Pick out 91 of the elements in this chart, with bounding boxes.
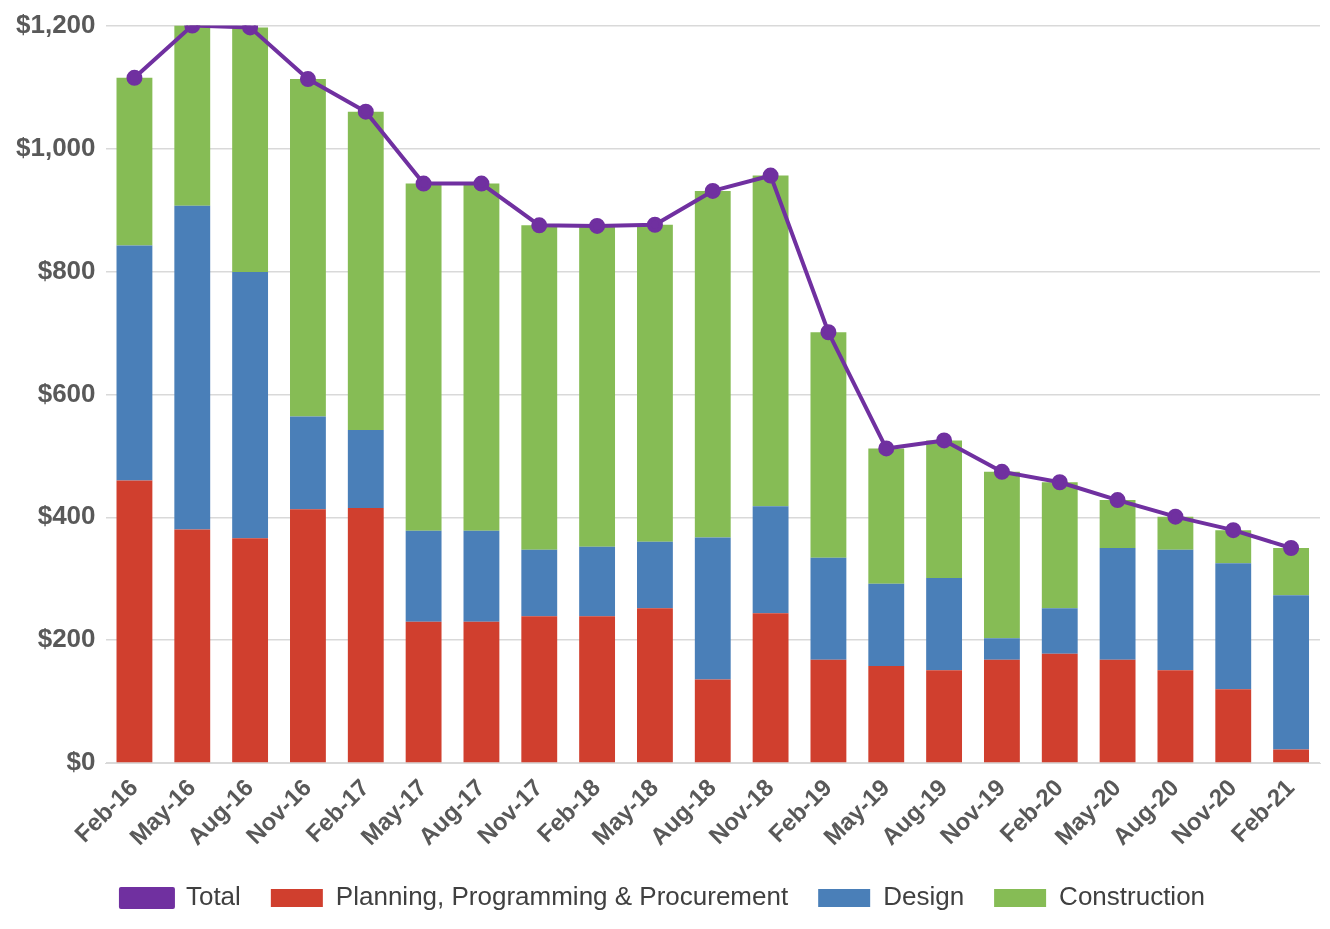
bar xyxy=(290,416,326,510)
bar xyxy=(232,538,269,763)
bar xyxy=(521,225,558,550)
point xyxy=(878,440,895,457)
bar xyxy=(868,665,905,763)
y-tick-label: $1,000 xyxy=(15,131,96,162)
bar xyxy=(1041,653,1078,763)
legend-label: Construction xyxy=(1059,881,1206,912)
point xyxy=(993,463,1010,480)
bar xyxy=(174,529,211,763)
point xyxy=(1051,474,1068,491)
point xyxy=(1225,522,1242,539)
point xyxy=(1167,508,1184,525)
bar xyxy=(694,679,731,763)
bar xyxy=(926,578,963,671)
point xyxy=(1109,492,1126,509)
y-tick-label: $200 xyxy=(37,623,96,654)
bar xyxy=(694,190,731,538)
y-tick-label: $600 xyxy=(37,377,96,408)
bar xyxy=(405,621,442,763)
bar xyxy=(1157,670,1194,763)
bar xyxy=(1215,563,1252,690)
y-tick-label: $0 xyxy=(66,746,96,777)
bar xyxy=(810,557,847,660)
bar xyxy=(694,537,731,680)
point xyxy=(704,182,721,199)
bar xyxy=(347,111,384,430)
point xyxy=(126,69,143,86)
bar xyxy=(1041,608,1078,654)
point xyxy=(473,175,490,192)
bar xyxy=(868,583,905,666)
bar xyxy=(752,506,789,614)
point xyxy=(357,103,374,120)
bar xyxy=(232,27,269,273)
bar xyxy=(463,530,500,622)
point xyxy=(1283,539,1300,556)
bar xyxy=(984,638,1020,660)
bar xyxy=(463,621,500,763)
y-tick-label: $1,200 xyxy=(15,8,96,39)
bar xyxy=(1099,547,1136,660)
bar xyxy=(174,205,211,530)
point xyxy=(589,217,606,234)
bar xyxy=(926,670,963,763)
bar xyxy=(1215,689,1252,763)
bar xyxy=(116,245,153,481)
bar xyxy=(752,613,789,763)
bar xyxy=(521,616,558,763)
bar xyxy=(579,546,616,617)
bar xyxy=(637,541,673,609)
bar xyxy=(347,429,384,509)
y-tick-label: $800 xyxy=(37,254,96,285)
bar xyxy=(174,25,211,206)
bar xyxy=(116,480,153,763)
bar xyxy=(984,471,1020,639)
point xyxy=(531,217,548,234)
point xyxy=(936,432,953,449)
bar xyxy=(579,616,616,763)
point xyxy=(820,324,837,341)
y-tick-label: $400 xyxy=(37,500,96,531)
point xyxy=(415,175,432,192)
bar xyxy=(405,530,442,622)
bar xyxy=(1099,500,1136,548)
bar xyxy=(579,225,616,547)
bar xyxy=(116,77,153,246)
bar xyxy=(1157,549,1194,671)
bar xyxy=(1273,595,1310,750)
bar xyxy=(463,183,500,531)
bar xyxy=(810,332,847,558)
point xyxy=(646,216,663,233)
bar xyxy=(926,440,963,579)
legend-label: Design xyxy=(883,881,965,912)
point xyxy=(299,71,316,88)
bar xyxy=(752,175,789,507)
bar xyxy=(347,508,384,763)
bar xyxy=(232,272,269,539)
bar xyxy=(637,224,673,542)
bar xyxy=(1273,749,1310,763)
bar xyxy=(521,549,558,617)
bar xyxy=(984,659,1020,763)
bar xyxy=(868,448,905,584)
legend-label: Planning, Programming & Procurement xyxy=(335,881,789,912)
bar xyxy=(810,659,847,763)
bar xyxy=(1099,659,1136,763)
bar xyxy=(290,509,326,763)
bar xyxy=(637,608,673,763)
bar xyxy=(1273,547,1310,596)
bar xyxy=(405,183,442,531)
point xyxy=(762,167,779,184)
bar xyxy=(290,79,326,417)
bar xyxy=(1041,482,1078,609)
legend-label: Total xyxy=(185,881,241,912)
